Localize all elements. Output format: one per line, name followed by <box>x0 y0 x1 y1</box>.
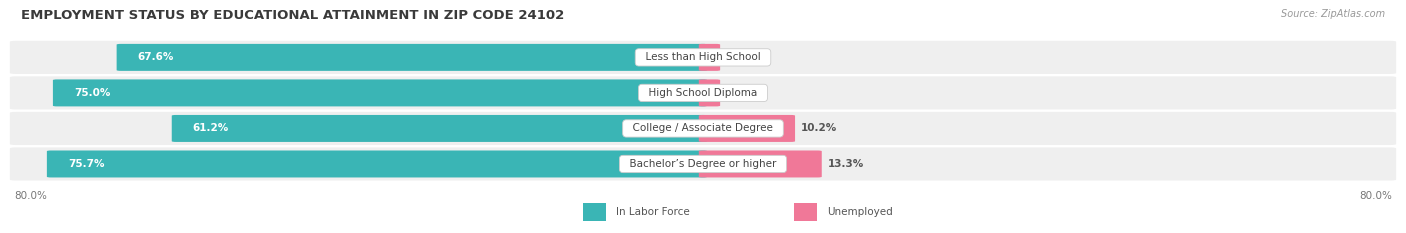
Text: Less than High School: Less than High School <box>638 52 768 62</box>
Text: 0.0%: 0.0% <box>725 52 755 62</box>
Text: 80.0%: 80.0% <box>1360 191 1392 201</box>
FancyBboxPatch shape <box>117 44 707 71</box>
FancyBboxPatch shape <box>53 79 707 106</box>
Text: 61.2%: 61.2% <box>193 123 229 134</box>
FancyBboxPatch shape <box>10 112 1396 145</box>
FancyBboxPatch shape <box>46 151 707 178</box>
Text: 13.3%: 13.3% <box>827 159 863 169</box>
Text: 75.7%: 75.7% <box>67 159 104 169</box>
FancyBboxPatch shape <box>699 79 720 106</box>
Text: 75.0%: 75.0% <box>75 88 110 98</box>
Text: 0.0%: 0.0% <box>725 88 755 98</box>
Text: Source: ZipAtlas.com: Source: ZipAtlas.com <box>1281 9 1385 19</box>
FancyBboxPatch shape <box>10 147 1396 181</box>
Text: High School Diploma: High School Diploma <box>643 88 763 98</box>
Text: 10.2%: 10.2% <box>800 123 837 134</box>
FancyBboxPatch shape <box>699 44 720 71</box>
FancyBboxPatch shape <box>583 203 606 221</box>
Text: Unemployed: Unemployed <box>827 207 893 217</box>
FancyBboxPatch shape <box>10 76 1396 110</box>
FancyBboxPatch shape <box>699 151 821 178</box>
Text: Bachelor’s Degree or higher: Bachelor’s Degree or higher <box>623 159 783 169</box>
Text: In Labor Force: In Labor Force <box>616 207 689 217</box>
FancyBboxPatch shape <box>794 203 817 221</box>
Text: College / Associate Degree: College / Associate Degree <box>626 123 780 134</box>
Text: EMPLOYMENT STATUS BY EDUCATIONAL ATTAINMENT IN ZIP CODE 24102: EMPLOYMENT STATUS BY EDUCATIONAL ATTAINM… <box>21 9 564 22</box>
FancyBboxPatch shape <box>699 115 794 142</box>
FancyBboxPatch shape <box>172 115 707 142</box>
Text: 67.6%: 67.6% <box>138 52 174 62</box>
Text: 80.0%: 80.0% <box>14 191 46 201</box>
FancyBboxPatch shape <box>10 41 1396 74</box>
